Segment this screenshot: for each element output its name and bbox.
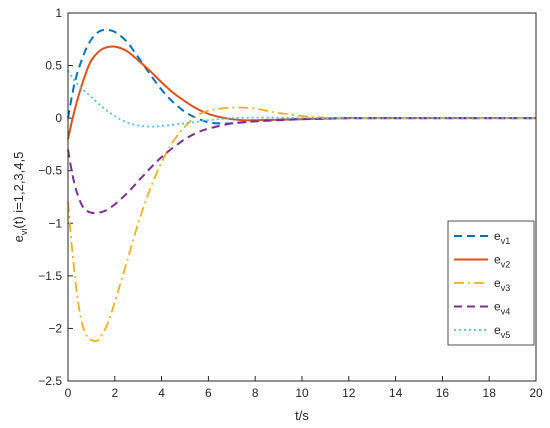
y-tick-label: 1 — [55, 6, 62, 20]
y-tick-label: −0.5 — [38, 164, 62, 178]
y-axis-label: evi(t) i=1,2,3,4,5 — [11, 152, 29, 243]
series-line-v1 — [67, 28, 536, 125]
legend-entry-subscript: v1 — [501, 236, 511, 246]
legend-entry-v5: ev5 — [494, 323, 510, 340]
y-axis-label-main: e — [11, 235, 26, 242]
legend-entry-name: e — [494, 323, 501, 337]
x-tick-label: 6 — [205, 386, 212, 400]
y-tick-label: 0 — [55, 111, 62, 125]
y-axis-label-sub: vi — [19, 229, 29, 236]
legend-entry-name: e — [494, 229, 501, 243]
x-tick-label: 14 — [389, 386, 403, 400]
legend-entry-v4: ev4 — [494, 300, 510, 317]
plot-area-frame — [67, 12, 537, 382]
legend-entry-subscript: v3 — [501, 283, 511, 293]
x-axis-label: t/s — [295, 408, 309, 423]
y-tick-label: −2 — [48, 321, 62, 335]
legend-entry-subscript: v4 — [501, 307, 511, 317]
series-line-v3 — [67, 106, 536, 343]
y-axis-label-rest: (t) i=1,2,3,4,5 — [11, 152, 26, 229]
x-tick-label: 4 — [158, 386, 165, 400]
x-tick-label: 2 — [111, 386, 118, 400]
legend-entry-name: e — [494, 276, 501, 290]
series-layer — [67, 28, 536, 343]
series-line-v4 — [67, 117, 536, 215]
y-tick-label: −1.5 — [38, 269, 62, 283]
legend-entry-v3: ev3 — [494, 276, 510, 293]
y-tick-label: −2.5 — [38, 374, 62, 388]
x-tick-label: 0 — [65, 386, 72, 400]
x-tick-label: 8 — [252, 386, 259, 400]
x-tick-label: 18 — [483, 386, 497, 400]
legend-entry-v1: ev1 — [494, 229, 510, 246]
legend-entry-subscript: v2 — [501, 260, 511, 270]
x-tick-label: 20 — [529, 386, 543, 400]
series-line-v5 — [67, 70, 536, 128]
legend-entry-v2: ev2 — [494, 253, 510, 270]
y-tick-label: 0.5 — [45, 59, 62, 73]
legend-entry-name: e — [494, 300, 501, 314]
x-tick-label: 16 — [436, 386, 450, 400]
y-tick-label: −1 — [48, 216, 62, 230]
x-tick-label: 10 — [295, 386, 309, 400]
legend-entry-subscript: v5 — [501, 330, 511, 340]
x-tick-label: 12 — [342, 386, 356, 400]
legend-entry-name: e — [494, 253, 501, 267]
